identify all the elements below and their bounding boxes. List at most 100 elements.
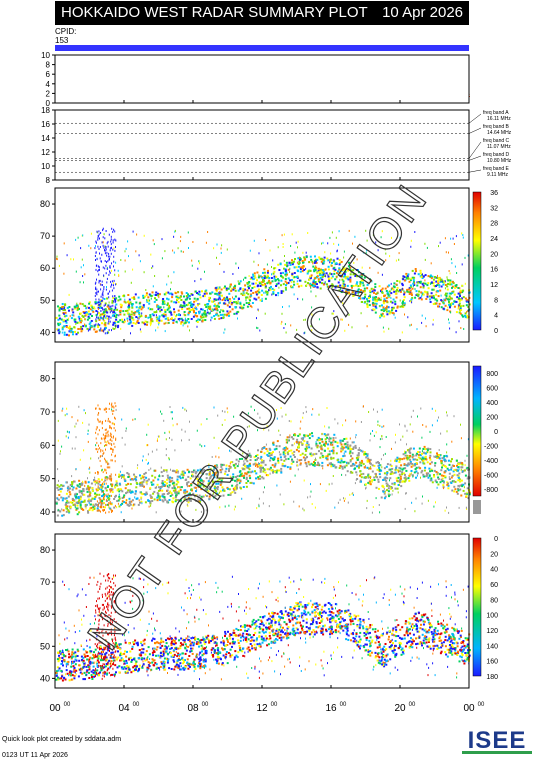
rti-cell bbox=[395, 283, 398, 286]
rti-cell bbox=[399, 299, 401, 302]
rti-cell bbox=[305, 465, 308, 468]
rti-cell bbox=[100, 232, 102, 234]
rti-cell bbox=[78, 305, 79, 308]
rti-cell bbox=[59, 490, 62, 493]
rti-cell bbox=[132, 478, 135, 481]
rti-cell bbox=[75, 238, 77, 241]
rti-cell bbox=[457, 469, 460, 472]
rti-cell bbox=[272, 471, 274, 474]
rti-cell bbox=[255, 298, 258, 301]
rti-cell bbox=[314, 267, 316, 270]
rti-cell bbox=[401, 471, 404, 474]
rti-cell bbox=[107, 240, 109, 243]
rti-cell bbox=[383, 492, 386, 495]
rti-cell bbox=[140, 492, 143, 495]
rti-cell bbox=[177, 314, 180, 316]
rti-cell bbox=[209, 305, 212, 308]
rti-cell bbox=[174, 229, 176, 232]
rti-cell bbox=[450, 297, 453, 300]
rti-cell bbox=[133, 312, 136, 315]
rti-cell bbox=[300, 258, 302, 261]
rti-cell bbox=[205, 495, 208, 497]
rti-cell bbox=[219, 298, 221, 301]
rti-cell bbox=[97, 235, 99, 237]
rti-cell bbox=[231, 308, 234, 311]
rti-cell bbox=[436, 302, 438, 305]
rti-cell bbox=[142, 304, 145, 307]
rti-cell bbox=[393, 471, 396, 474]
rti-cell bbox=[437, 476, 440, 479]
rti-cell bbox=[56, 258, 58, 261]
rti-cell bbox=[244, 458, 247, 461]
rti-cell bbox=[419, 280, 422, 283]
rti-cell bbox=[250, 293, 252, 296]
rti-cell bbox=[216, 488, 219, 491]
rti-cell bbox=[439, 481, 442, 484]
rti-cell bbox=[235, 312, 238, 315]
rti-cell bbox=[190, 497, 193, 500]
rti-cell bbox=[179, 488, 182, 491]
rti-cell bbox=[327, 447, 330, 450]
rti-cell bbox=[342, 455, 345, 458]
rti-cell bbox=[352, 462, 355, 465]
rti-cell bbox=[437, 279, 440, 282]
rti-cell bbox=[79, 501, 82, 504]
rti-cell bbox=[282, 246, 284, 248]
rti-cell bbox=[264, 286, 267, 289]
rti-cell bbox=[306, 270, 309, 273]
rti-cell bbox=[268, 286, 271, 289]
rti-cell bbox=[212, 474, 215, 477]
rti-cell bbox=[116, 308, 119, 311]
rti-cell bbox=[259, 299, 262, 302]
rti-cell bbox=[173, 235, 175, 238]
rti-cell bbox=[106, 251, 108, 254]
rti-cell bbox=[256, 463, 258, 466]
rti-cell bbox=[349, 273, 352, 276]
rti-cell bbox=[204, 485, 207, 488]
rti-cell bbox=[249, 299, 251, 302]
rti-cell bbox=[146, 300, 149, 303]
rti-cell bbox=[354, 235, 356, 238]
rti-cell bbox=[431, 275, 434, 278]
rti-cell bbox=[127, 240, 129, 243]
rti-cell bbox=[427, 287, 430, 290]
rti-cell bbox=[339, 284, 342, 287]
rti-cell bbox=[313, 261, 316, 264]
rti-cell bbox=[452, 302, 455, 305]
rti-cell bbox=[171, 487, 174, 490]
rti-cell bbox=[235, 458, 238, 461]
rti-cell bbox=[453, 490, 456, 493]
rti-cell bbox=[396, 289, 398, 291]
rti-cell bbox=[325, 442, 328, 445]
rti-cell bbox=[128, 490, 131, 493]
rti-cell bbox=[369, 483, 372, 486]
rti-cell bbox=[373, 289, 376, 292]
rti-cell bbox=[235, 262, 237, 265]
rti-cell bbox=[239, 301, 242, 304]
rti-cell bbox=[137, 296, 140, 299]
rti-cell bbox=[108, 494, 111, 497]
rti-cell bbox=[163, 493, 166, 496]
rti-cell bbox=[179, 477, 182, 480]
rti-cell bbox=[249, 477, 252, 480]
rti-cell bbox=[334, 268, 337, 271]
rti-cell bbox=[173, 251, 175, 254]
rti-cell bbox=[163, 483, 166, 486]
rti-cell bbox=[392, 312, 395, 315]
rti-cell bbox=[314, 462, 316, 465]
rti-cell bbox=[107, 503, 109, 506]
rti-cell bbox=[125, 492, 127, 495]
rti-cell bbox=[64, 311, 67, 314]
rti-cell bbox=[112, 297, 115, 300]
rti-cell bbox=[357, 285, 360, 288]
rti-cell bbox=[170, 281, 172, 284]
rti-cell bbox=[258, 274, 260, 277]
rti-cell bbox=[228, 301, 230, 304]
rti-cell bbox=[453, 305, 456, 308]
rti-cell bbox=[394, 316, 396, 319]
rti-cell bbox=[313, 270, 316, 273]
rti-cell bbox=[437, 455, 440, 458]
rti-cell bbox=[284, 255, 285, 257]
rti-cell bbox=[222, 297, 225, 300]
rti-cell bbox=[461, 232, 463, 235]
